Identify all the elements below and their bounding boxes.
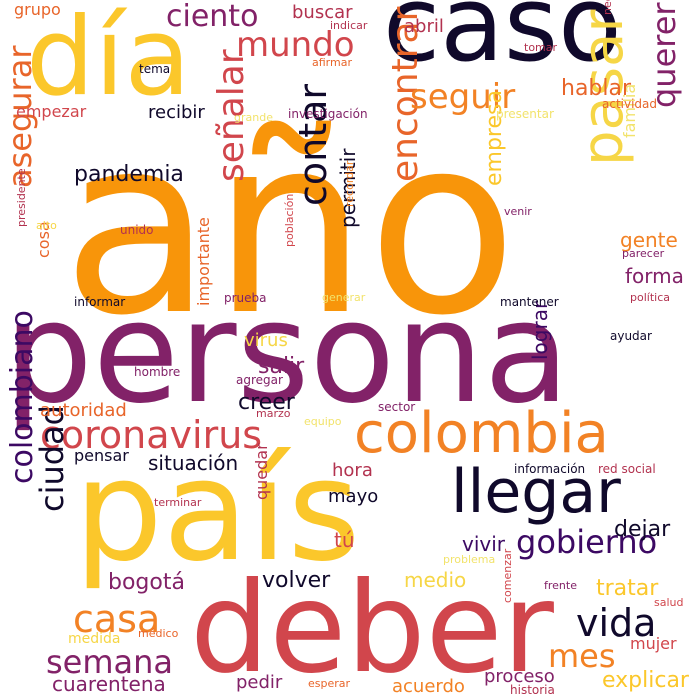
word-importante: importante	[194, 217, 213, 306]
word-medio: medio	[404, 568, 467, 592]
word-mayo: mayo	[328, 486, 379, 507]
word-pandemia: pandemia	[74, 162, 184, 187]
word-actividad: actividad	[602, 97, 658, 111]
word-creer: creer	[238, 390, 295, 415]
word-marzo: marzo	[256, 407, 291, 420]
word-tema: tema	[139, 62, 171, 76]
word-dejar: dejar	[614, 517, 671, 542]
word-pensar: pensar	[74, 446, 129, 465]
word-abril: abril	[404, 16, 444, 37]
word-autoridad: autoridad	[40, 400, 127, 421]
word-colombia: colombia	[354, 401, 609, 466]
word-forma: forma	[625, 264, 684, 288]
word-empezar: empezar	[16, 102, 87, 121]
word-esperar: esperar	[308, 677, 351, 690]
word-recordar: recordar	[343, 160, 356, 207]
word-frente: frente	[544, 579, 577, 592]
word-mujer: mujer	[630, 634, 677, 653]
word-vida: vida	[576, 601, 657, 645]
word-semana: semana	[46, 643, 174, 681]
word-politica: política	[630, 291, 670, 304]
word-casa: casa	[73, 597, 161, 641]
word-comenzar: comenzar	[501, 548, 514, 603]
word-tomar: tomar	[524, 41, 558, 54]
word-unido: unido	[120, 223, 154, 237]
word-historia: historia	[510, 683, 555, 697]
word-tu: tú	[334, 528, 355, 552]
word-prueba: prueba	[224, 291, 267, 305]
word-necesitar: necesitar	[601, 0, 614, 15]
word-mantener: mantener	[500, 295, 559, 309]
word-seguir: seguir	[410, 77, 516, 117]
word-proceso: proceso	[484, 666, 555, 687]
word-situacion: situación	[148, 451, 239, 475]
word-red-social: red social	[598, 462, 656, 476]
word-mes: mes	[548, 637, 616, 675]
word-sector: sector	[378, 400, 416, 414]
word-explicar: explicar	[602, 668, 689, 693]
word-gobierno: gobierno	[516, 523, 658, 561]
word-buscar: buscar	[292, 2, 353, 23]
word-alto: alto	[36, 219, 57, 232]
word-deber: deber	[190, 556, 554, 700]
word-presidente: presidente	[15, 168, 28, 227]
word-salir: salir	[258, 354, 305, 379]
word-salud: salud	[654, 596, 684, 609]
word-vivir: vivir	[462, 532, 506, 556]
word-quedar: quedar	[252, 443, 271, 500]
word-venir: venir	[504, 205, 532, 218]
word-informar: informar	[74, 295, 126, 309]
word-virus: virus	[244, 330, 288, 351]
word-afirmar: afirmar	[312, 56, 352, 69]
word-familia: familia	[620, 83, 639, 138]
word-gente: gente	[620, 228, 678, 252]
word-ayudar: ayudar	[610, 329, 652, 343]
word-parecer: parecer	[622, 247, 665, 260]
word-colombiano: colombiano	[5, 310, 40, 484]
word-pedir: pedir	[236, 672, 283, 693]
word-bogota: bogotá	[108, 570, 185, 595]
word-empresa: empresa	[482, 90, 507, 186]
word-grupo: grupo	[14, 0, 61, 19]
word-coronavirus: coronavirus	[40, 413, 263, 457]
word-ciento: ciento	[166, 0, 259, 34]
word-grande: grande	[234, 111, 273, 124]
word-hablar: hablar	[561, 76, 632, 101]
word-volver: volver	[262, 568, 331, 593]
word-llegar: llegar	[451, 457, 621, 527]
word-terminar: terminar	[154, 496, 202, 509]
word-tratar: tratar	[596, 576, 659, 601]
word-mundo: mundo	[236, 25, 355, 65]
word-informacion: información	[514, 462, 586, 476]
word-hombre: hombre	[134, 365, 181, 379]
word-equipo: equipo	[304, 415, 342, 428]
word-pais: país	[74, 430, 361, 593]
word-dia: día	[26, 0, 191, 120]
word-querer: querer	[645, 2, 683, 108]
word-ano: año	[62, 84, 518, 369]
word-generar: generar	[322, 291, 366, 304]
word-investigacion: investigación	[288, 107, 368, 121]
word-acuerdo: acuerdo	[392, 676, 465, 697]
word-recibir: recibir	[148, 102, 205, 123]
word-medico: médico	[138, 627, 179, 640]
word-persona: persona	[4, 272, 570, 435]
word-agregar: agregar	[236, 373, 283, 387]
word-cuarentena: cuarentena	[52, 672, 166, 696]
word-poblacion: población	[283, 193, 296, 247]
word-contar: contar	[291, 83, 335, 206]
word-problema: problema	[443, 553, 496, 566]
word-caso: caso	[383, 0, 622, 85]
word-hora: hora	[332, 460, 373, 481]
word-indicar: indicar	[330, 19, 368, 32]
word-presentar: presentar	[496, 107, 554, 121]
word-medida: medida	[68, 631, 121, 647]
